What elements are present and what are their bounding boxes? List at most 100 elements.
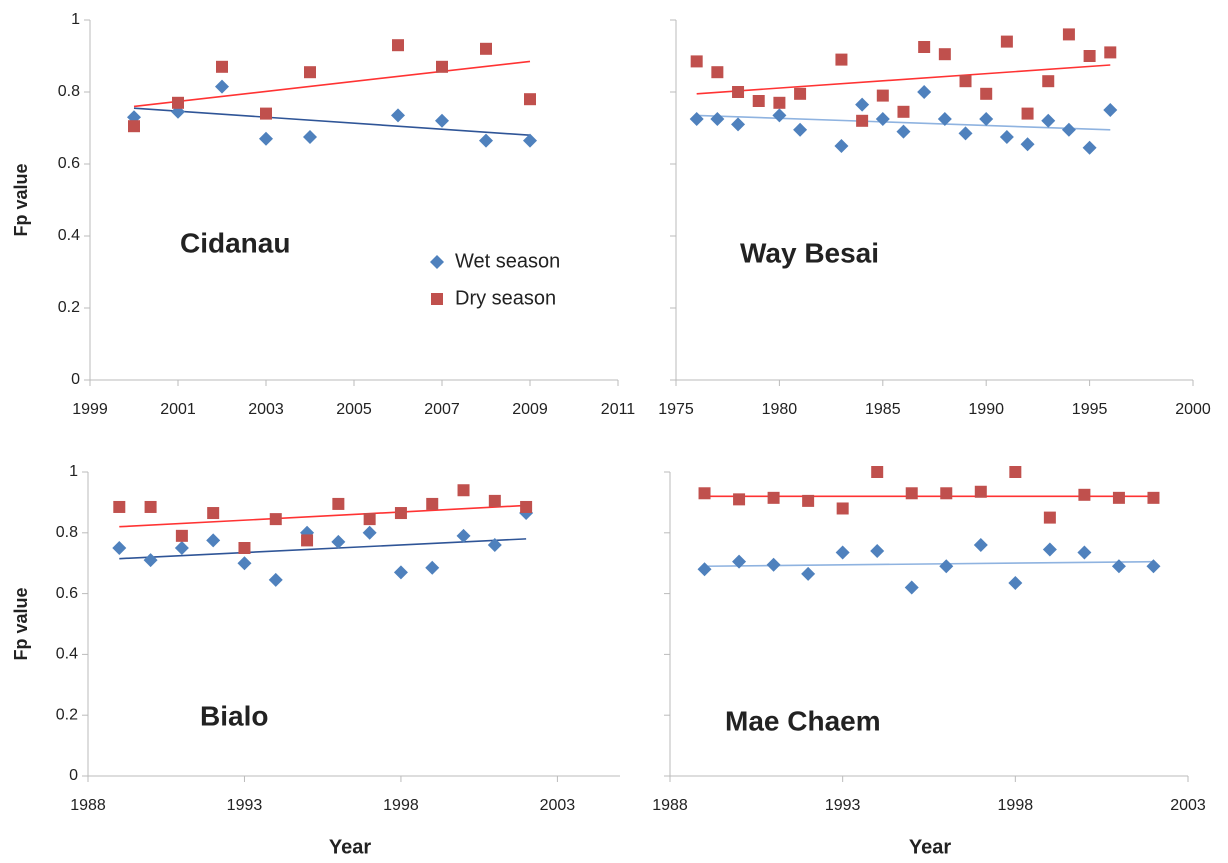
point xyxy=(457,484,470,497)
point xyxy=(732,554,747,569)
point xyxy=(436,60,448,73)
point xyxy=(773,96,786,109)
point xyxy=(175,529,188,542)
point xyxy=(875,112,890,126)
point xyxy=(1146,559,1161,574)
point xyxy=(523,133,537,148)
point xyxy=(394,507,407,520)
point xyxy=(711,66,724,79)
point xyxy=(487,537,502,552)
point xyxy=(237,556,252,571)
point xyxy=(731,117,746,132)
legend-label: Dry season xyxy=(455,287,556,309)
point xyxy=(896,124,911,139)
point xyxy=(855,97,870,112)
y-tick-label: 0.8 xyxy=(58,83,80,100)
point xyxy=(834,139,849,153)
point xyxy=(112,541,127,555)
point xyxy=(1021,107,1034,120)
point xyxy=(1042,75,1055,88)
y-tick-label: 1 xyxy=(71,11,80,28)
legend-marker xyxy=(430,255,444,269)
point xyxy=(870,544,885,559)
x-tick-label: 2011 xyxy=(601,401,636,418)
y-axis-label: Fp value xyxy=(11,163,31,236)
x-tick-label: 1998 xyxy=(998,797,1034,814)
point xyxy=(1111,559,1126,574)
y-tick-label: 0 xyxy=(71,371,80,388)
point xyxy=(303,130,317,144)
x-axis-label: Year xyxy=(329,836,371,858)
y-tick-label: 0.4 xyxy=(56,646,78,663)
trend-line xyxy=(119,504,527,528)
x-tick-label: 1980 xyxy=(762,401,798,418)
x-tick-label: 1975 xyxy=(658,401,694,418)
x-tick-label: 2003 xyxy=(248,401,284,418)
x-tick-label: 2003 xyxy=(1170,797,1206,814)
y-tick-label: 0.4 xyxy=(58,227,80,244)
x-tick-label: 2000 xyxy=(1175,401,1211,418)
point xyxy=(999,130,1014,144)
y-axis-label: Fp value xyxy=(11,587,31,660)
point xyxy=(1082,140,1097,155)
point xyxy=(520,500,533,513)
point xyxy=(835,53,848,66)
point xyxy=(1009,466,1022,478)
point xyxy=(1042,542,1057,557)
trend-line xyxy=(119,538,527,560)
point xyxy=(801,566,816,581)
point xyxy=(480,42,492,55)
legend-label: Wet season xyxy=(455,250,560,272)
point xyxy=(766,557,781,572)
point xyxy=(939,559,954,574)
point xyxy=(1103,103,1118,117)
x-tick-label: 1988 xyxy=(70,797,106,814)
point xyxy=(698,487,711,500)
point xyxy=(1043,511,1056,524)
point xyxy=(905,487,918,500)
trend-line xyxy=(696,114,1111,131)
y-tick-label: 0 xyxy=(69,767,78,784)
point xyxy=(207,507,220,520)
y-tick-label: 0.2 xyxy=(58,299,80,316)
point xyxy=(363,513,376,526)
point xyxy=(206,533,221,548)
point xyxy=(1083,50,1096,62)
point xyxy=(690,55,703,68)
x-tick-label: 2007 xyxy=(424,401,460,418)
x-tick-label: 1993 xyxy=(825,797,861,814)
point xyxy=(425,560,440,575)
point xyxy=(362,525,377,540)
point xyxy=(332,497,345,510)
point xyxy=(216,60,228,73)
point xyxy=(794,87,807,100)
point xyxy=(392,39,404,52)
point xyxy=(767,491,780,504)
point xyxy=(959,75,972,88)
point xyxy=(331,534,346,549)
point xyxy=(260,107,272,120)
x-tick-label: 2001 xyxy=(160,401,196,418)
point xyxy=(856,114,869,127)
point xyxy=(904,580,919,595)
point xyxy=(1147,491,1160,504)
point xyxy=(1104,46,1117,59)
point xyxy=(1112,491,1125,504)
panel-label: Cidanau xyxy=(180,227,290,258)
point xyxy=(304,66,316,79)
point xyxy=(301,534,314,547)
point xyxy=(979,112,994,126)
point xyxy=(974,485,987,498)
point xyxy=(215,79,229,94)
x-tick-label: 2003 xyxy=(540,797,576,814)
point xyxy=(752,95,765,107)
point xyxy=(1020,137,1035,152)
point xyxy=(689,112,704,126)
y-tick-label: 0.2 xyxy=(56,706,78,723)
point xyxy=(958,126,973,141)
y-tick-label: 0.6 xyxy=(56,585,78,602)
trend-line xyxy=(133,60,531,108)
point xyxy=(937,112,952,126)
x-tick-label: 1985 xyxy=(865,401,901,418)
